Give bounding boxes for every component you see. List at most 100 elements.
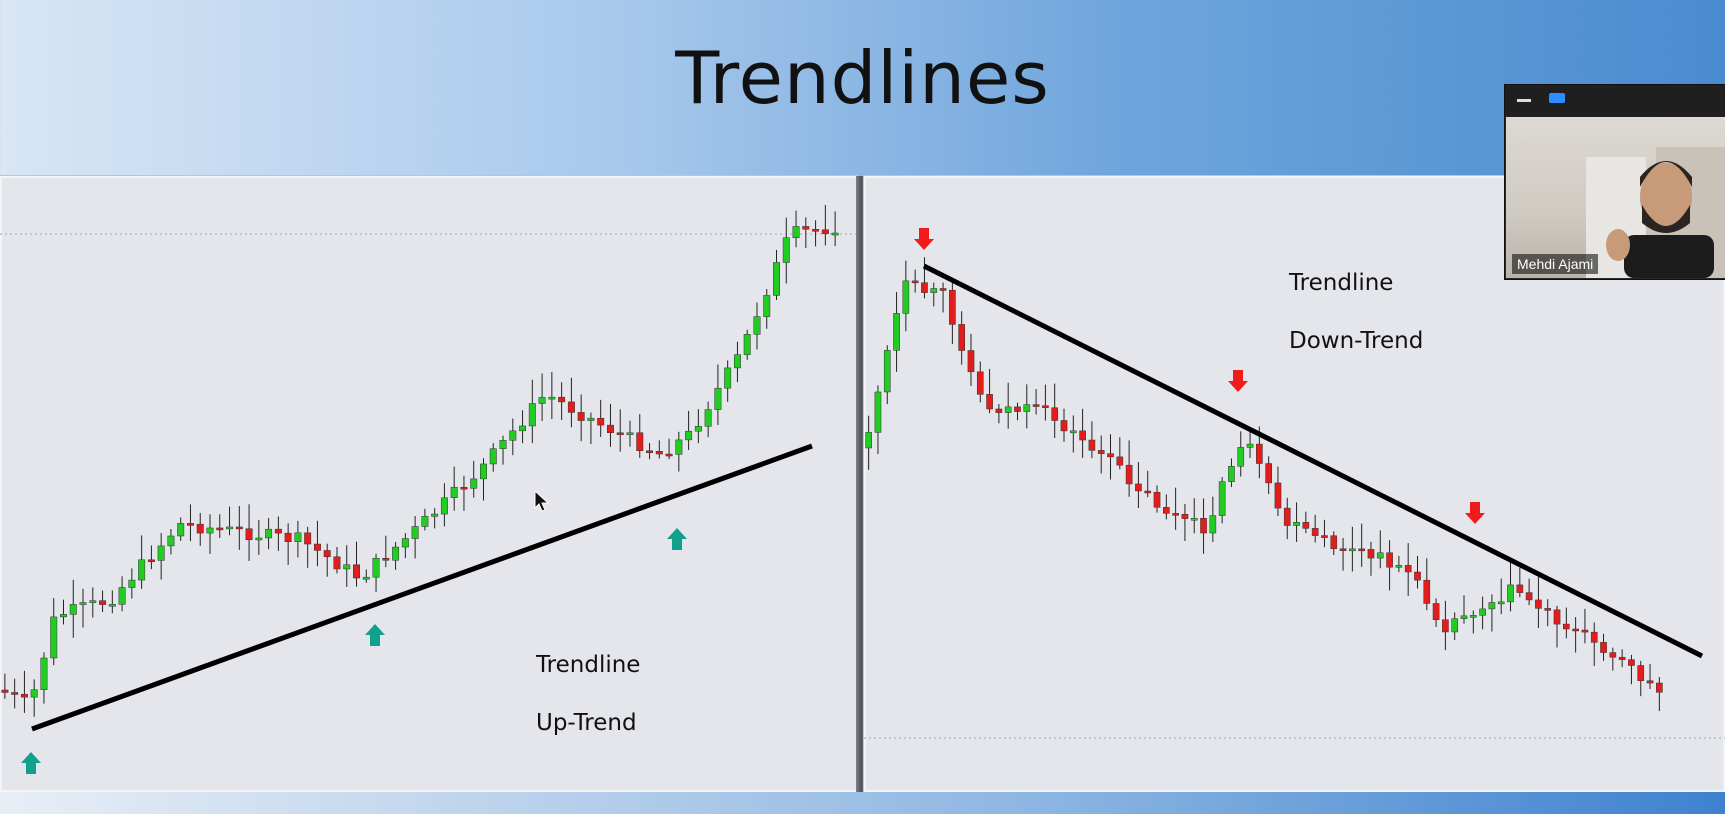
bullish-candle — [167, 535, 175, 547]
down-arrow-icon — [1465, 502, 1485, 524]
bullish-candle — [1190, 517, 1198, 521]
bearish-candle — [597, 417, 605, 426]
bearish-candle — [1590, 631, 1598, 643]
bearish-candle — [1330, 535, 1338, 549]
bullish-candle — [89, 600, 97, 603]
bearish-candle — [1, 689, 9, 693]
uptrend-chart: Trendline Up-Trend — [0, 176, 858, 792]
view-toggle-icon[interactable] — [1549, 93, 1565, 103]
bearish-candle — [1339, 548, 1347, 551]
bearish-candle — [1079, 430, 1086, 441]
bearish-candle — [1153, 491, 1161, 508]
bullish-candle — [128, 579, 136, 588]
bullish-candle — [792, 226, 800, 238]
bearish-candle — [1116, 456, 1124, 466]
bearish-candle — [245, 528, 253, 541]
bullish-candle — [177, 523, 185, 537]
bearish-candle — [1042, 405, 1049, 408]
bearish-candle — [1060, 420, 1068, 432]
bearish-candle — [636, 432, 644, 452]
bullish-candle — [431, 513, 439, 517]
bullish-candle — [1460, 615, 1468, 619]
bullish-candle — [1023, 404, 1031, 412]
bullish-candle — [1395, 565, 1403, 568]
bottom-strip — [0, 792, 1725, 814]
slide-title: Trendlines — [675, 36, 1050, 120]
bullish-candle — [362, 576, 370, 580]
uptrend-label-subtitle: Up-Trend — [536, 710, 637, 736]
bearish-candle — [20, 693, 28, 698]
bearish-candle — [1135, 483, 1142, 492]
bullish-candle — [480, 463, 487, 480]
bullish-candle — [69, 604, 77, 615]
down-arrow-icon — [1228, 370, 1248, 392]
video-window[interactable]: Mehdi Ajami — [1504, 84, 1725, 280]
video-titlebar[interactable] — [1505, 85, 1725, 117]
bullish-candle — [1218, 481, 1226, 516]
downtrend-line — [922, 263, 1704, 659]
bullish-candle — [773, 262, 780, 296]
bullish-candle — [893, 313, 900, 351]
bullish-candle — [1497, 601, 1505, 605]
bearish-candle — [147, 559, 155, 563]
bearish-candle — [1404, 565, 1412, 573]
bearish-candle — [1628, 659, 1635, 666]
minimize-icon[interactable] — [1517, 99, 1531, 102]
bullish-candle — [499, 440, 507, 449]
bullish-candle — [450, 486, 458, 498]
bearish-candle — [567, 401, 575, 413]
bullish-candle — [108, 604, 116, 607]
bearish-candle — [1311, 528, 1319, 536]
up-arrow-icon — [667, 528, 687, 550]
bearish-candle — [1581, 629, 1589, 633]
bearish-candle — [958, 324, 965, 351]
uptrend-line — [31, 443, 813, 732]
bearish-candle — [460, 486, 468, 490]
bullish-candle — [1246, 443, 1254, 448]
bullish-candle — [440, 497, 448, 515]
bullish-candle — [1488, 602, 1496, 610]
bearish-candle — [1432, 603, 1440, 620]
bullish-candle — [753, 316, 761, 335]
bearish-candle — [558, 396, 566, 403]
downtrend-label-title: Trendline — [1289, 270, 1394, 296]
bullish-candle — [626, 432, 634, 435]
bullish-candle — [782, 237, 790, 263]
bullish-candle — [509, 430, 517, 441]
uptrend-label-title: Trendline — [536, 652, 641, 678]
bearish-candle — [382, 557, 390, 561]
bearish-candle — [1516, 584, 1524, 593]
bullish-candle — [704, 409, 712, 427]
bearish-candle — [353, 564, 360, 579]
bearish-candle — [1386, 552, 1393, 568]
bullish-candle — [1349, 548, 1356, 552]
bullish-candle — [226, 526, 234, 530]
bullish-candle — [1469, 615, 1477, 618]
bearish-candle — [1618, 656, 1626, 660]
bullish-candle — [1507, 584, 1514, 603]
bullish-candle — [763, 295, 771, 317]
bearish-candle — [821, 229, 829, 235]
bearish-candle — [235, 526, 243, 530]
bearish-candle — [196, 523, 204, 534]
bullish-candle — [294, 532, 302, 542]
bearish-candle — [577, 412, 585, 421]
bullish-candle — [1209, 515, 1217, 534]
bullish-candle — [138, 559, 146, 581]
bullish-candle — [60, 614, 67, 618]
bearish-candle — [1572, 628, 1579, 632]
bullish-candle — [685, 430, 693, 441]
bearish-candle — [939, 288, 947, 291]
bearish-candle — [1563, 623, 1570, 630]
bullish-candle — [118, 587, 126, 605]
participant-name-label: Mehdi Ajami — [1512, 254, 1599, 274]
bearish-candle — [812, 229, 820, 232]
slide-content: Trendline Up-Trend Trendline Down-Trend — [0, 176, 1725, 792]
bearish-candle — [323, 550, 331, 558]
down-arrow-icon — [914, 228, 934, 250]
bearish-candle — [1274, 482, 1282, 509]
bearish-candle — [1181, 514, 1189, 519]
bullish-candle — [519, 425, 527, 432]
bearish-candle — [1051, 407, 1059, 421]
bearish-candle — [1283, 507, 1291, 526]
